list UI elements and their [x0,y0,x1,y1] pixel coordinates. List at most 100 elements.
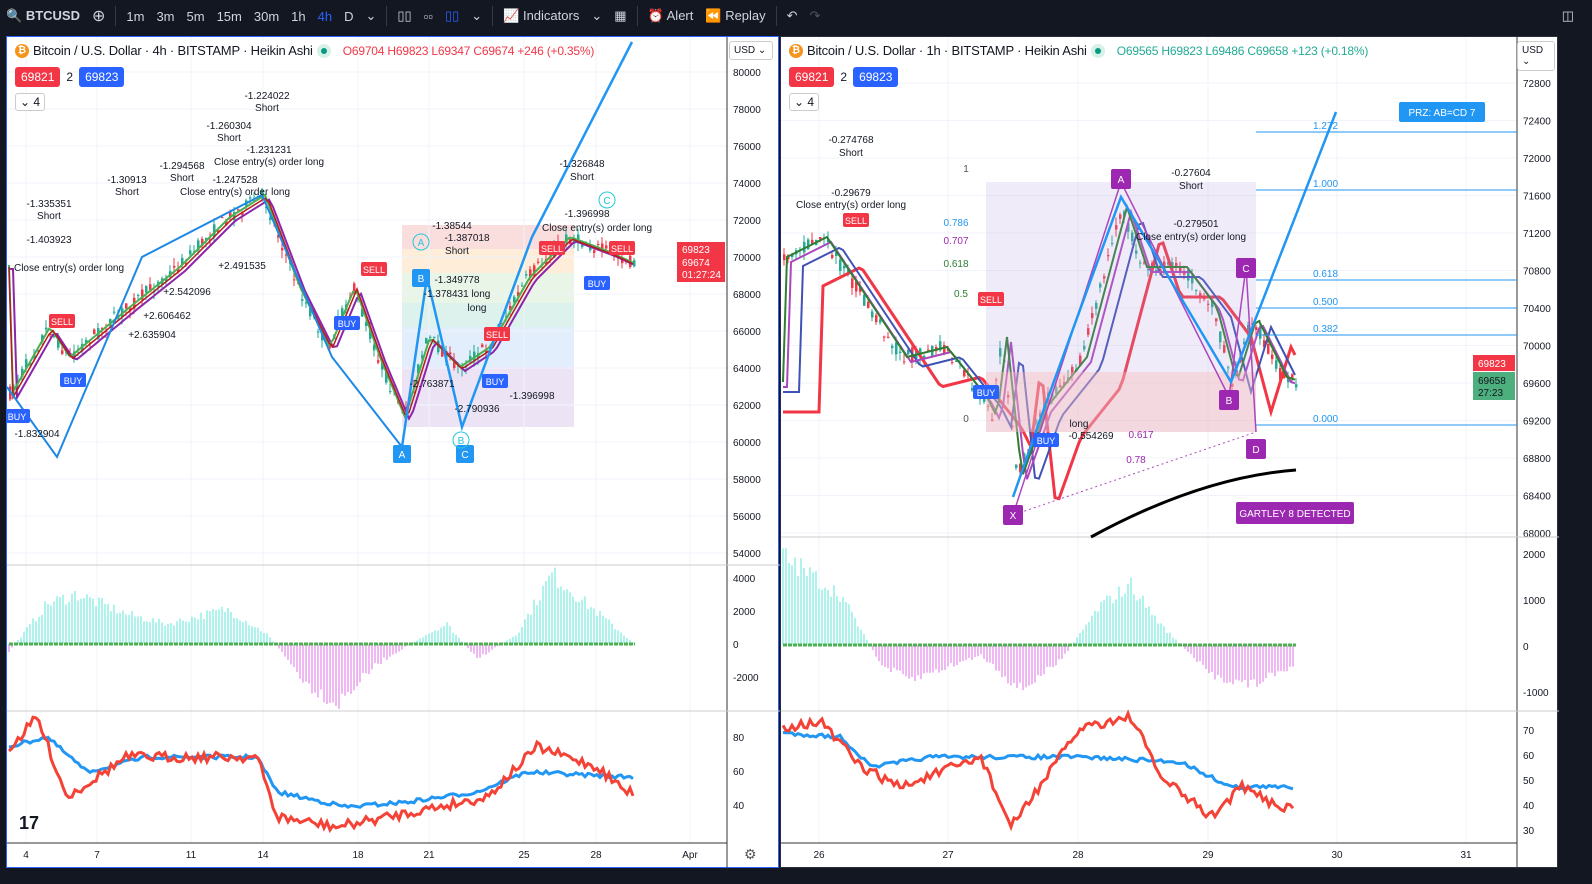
alert-button[interactable]: ⏰ Alert [647,8,694,23]
candle-body [201,238,204,247]
collapse-indicators-button[interactable]: ⌄ 4 [789,93,820,111]
candle-body [389,390,392,392]
chevron-down-icon[interactable]: ⌄ [365,8,377,23]
strategy-annotation: -1.38544 [432,221,472,232]
redo-icon[interactable]: ↷ [809,8,821,23]
candle-body [113,311,116,313]
candle-body [1187,269,1190,281]
candle-body [85,339,88,344]
candle-body [971,387,974,391]
layout-icon[interactable]: ▦ [614,8,627,23]
price-axis-label: 72000 [733,216,761,227]
price-tag-last: 69658 [1478,376,1506,387]
interval-1m[interactable]: 1m [126,8,145,24]
candle-body [581,244,584,248]
interval-1h[interactable]: 1h [291,8,306,24]
strategy-annotation: +2.635904 [128,330,176,341]
chevron-down-icon[interactable]: ⌄ [591,8,603,23]
sell-button[interactable]: 69821 [15,67,61,87]
chart-canvas-1h[interactable]: 7280072400720007160071200708007040070000… [781,37,1559,869]
signal-label: SELL [51,317,73,327]
chart-title: Bitcoin / U.S. Dollar · 1h · BITSTAMP · … [807,43,1087,58]
buy-button[interactable]: 69823 [79,67,125,87]
currency-select[interactable]: USD ⌄ [729,41,773,60]
candle-body [225,220,228,226]
price-axis-label: 70000 [733,253,761,264]
interval-15m[interactable]: 15m [216,8,242,24]
candle-body [839,259,842,271]
candle-body [1195,290,1198,292]
strategy-annotation: -1.378431 long [424,289,491,300]
candle-body [137,295,140,297]
pattern-point-label: C [461,450,468,461]
time-axis-label: 26 [813,850,825,861]
candle-body [373,344,376,351]
chevron-down-icon[interactable]: ⌄ [471,8,483,23]
signal-label: SELL [845,216,867,226]
candles-icon[interactable]: ▯▯ [397,8,412,23]
chart-pane-4h[interactable]: 80000 78000 76000 74000 72000 70000 68000 66000… [6,36,780,869]
candle-body [1247,324,1250,336]
pattern-point-marker [1236,258,1256,278]
candle-body [229,211,232,219]
interval-3m[interactable]: 3m [156,8,175,24]
fib-level-label: 0.500 [1313,297,1338,308]
candle-body [1211,300,1214,308]
rsi-axis-label: 50 [1523,776,1535,787]
currency-select[interactable]: USD ⌄ [1517,41,1555,71]
rsi-axis-label: 30 [1523,826,1535,837]
candle-body [875,315,878,323]
strategy-annotation: -0.274768 [828,135,873,146]
undo-icon[interactable]: ↶ [786,8,798,23]
candle-body [25,359,28,369]
pattern-point-marker [412,233,430,251]
price-axis-label: 71200 [1523,229,1551,240]
candle-body [429,336,432,338]
price-axis-label: 70800 [1523,267,1551,278]
moving-average-line [782,203,1296,475]
candle-body [261,189,264,195]
sell-button[interactable]: 69821 [789,67,835,87]
time-axis-label: 21 [423,850,435,861]
candle-body [521,285,524,287]
interval-5m[interactable]: 5m [186,8,205,24]
candle-body [1011,425,1014,428]
collapse-indicators-button[interactable]: ⌄ 4 [15,93,46,111]
candle-body [871,311,874,318]
fib-level-label: 1.000 [1313,179,1338,190]
heikin-ashi-icon[interactable]: ▯▯ [444,8,460,23]
candle-body [1155,269,1158,272]
add-symbol-icon[interactable]: ⊕ [91,8,106,25]
pattern-point-label: A [1118,175,1125,186]
panel-toggle-icon[interactable]: ◫ [1561,8,1574,23]
interval-30m[interactable]: 30m [253,8,280,24]
candle-body [53,336,56,338]
fib-zone [986,372,1256,432]
pattern-point-marker [598,191,616,209]
strategy-annotation: -2.763871 [409,379,454,390]
buy-button[interactable]: 69823 [853,67,899,87]
candle-body [385,369,388,383]
pattern-point-label: A [418,238,425,249]
candle-body [1191,276,1194,284]
pattern-point-marker [1111,169,1131,189]
interval-d[interactable]: D [344,8,354,24]
rsi-axis-label: 60 [733,767,745,778]
chart-pane-1h[interactable]: 72800 72400 72000 71600 71200 70800 70400 70000… [780,36,1559,869]
candle-body [879,319,882,323]
indicators-button[interactable]: 📈 Indicators [503,8,580,23]
bars-icon[interactable]: ▫▫ [423,8,433,24]
fib-ratio-label: 0.618 [943,259,968,270]
symbol-search[interactable]: 🔍 BTCUSD [6,8,80,23]
time-axis-label: 14 [257,850,269,861]
signal-label: BUY [588,279,607,289]
interval-4h[interactable]: 4h [317,8,333,24]
settings-icon: ⚙ [744,846,757,862]
candle-body [573,239,576,243]
candle-body [1291,374,1294,378]
replay-button[interactable]: ⏪ Replay [705,8,766,23]
candle-body [843,265,846,269]
chart-canvas-4h[interactable]: 8000078000760007400072000700006800066000… [7,37,780,869]
strategy-annotation: -1.260304 [206,121,251,132]
price-axis-label: 70000 [1523,342,1551,353]
